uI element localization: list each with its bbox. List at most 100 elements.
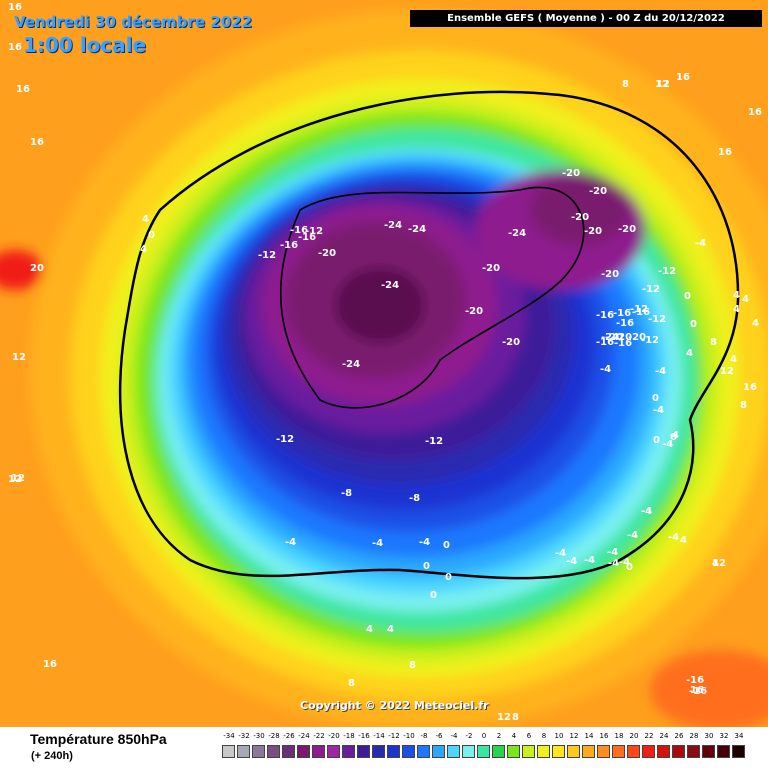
isotherm-label: 0 [690,319,697,330]
legend-swatch [387,745,400,758]
legend-swatch [567,745,580,758]
isotherm-label: -16 [613,308,631,319]
legend-swatch [702,745,715,758]
legend-swatch [537,745,550,758]
legend-labels: -34 -32 -30 -28 -26 -24 -22 -20 -18 -16 -14 -12 -10-… [222,732,752,742]
isotherm-label: 16 [16,84,30,95]
isotherm-label: -12 [648,314,666,325]
isotherm-label: -8 [341,488,352,499]
isotherm-label: 4 [712,558,719,569]
isotherm-label: -24 [508,228,526,239]
isotherm-label: 0 [443,540,450,551]
legend-label: 8 [541,732,547,740]
legend-swatch [462,745,475,758]
isotherm-label: 16 [8,2,22,13]
legend-swatch [732,745,745,758]
isotherm-label: 0 [430,590,437,601]
legend-label: 10 [554,732,564,740]
legend-label: 30 [704,732,714,740]
isotherm-label: -4 [653,405,664,416]
isotherm-label: 4 [733,290,740,301]
isotherm-label: -4 [627,530,638,541]
isotherm-label: -4 [566,556,577,567]
isotherm-label: -20 [562,168,580,179]
legend-label: -18 [343,732,355,740]
isotherm-label: -20 [571,212,589,223]
legend-label: 14 [584,732,594,740]
isotherm-label: -24 [384,220,402,231]
isotherm-label: -12 [630,304,648,315]
isotherm-label: -20 [502,337,520,348]
isotherm-label: -24 [381,280,399,291]
legend-swatch [657,745,670,758]
isotherm-label: -4 [695,238,706,249]
isotherm-label: 4 [752,318,759,329]
legend-label: -28 [268,732,280,740]
isotherm-label: 4 [733,304,740,315]
isotherm-label: -20 [614,332,632,343]
legend-label: -10 [403,732,415,740]
isotherm-label: 0 [670,432,677,443]
isotherm-label: -4 [419,537,430,548]
isotherm-label: 12 [656,79,670,90]
isotherm-label: 12 [720,366,734,377]
isotherm-label: -16 [298,232,316,243]
isotherm-label: 0 [653,435,660,446]
isotherm-label: -12 [305,226,323,237]
isotherm-label: -4 [372,538,383,549]
isotherm-label: -4 [584,555,595,566]
legend-label: 24 [659,732,669,740]
lead-time: (+ 240h) [31,750,73,762]
legend-swatch [312,745,325,758]
legend-label: 28 [689,732,699,740]
legend-swatch [492,745,505,758]
isotherm-label: -4 [285,537,296,548]
legend-label: 2 [496,732,502,740]
legend-swatch [627,745,640,758]
temperature-field [0,10,768,727]
isotherm-label: 16 [676,72,690,83]
legend-swatch [552,745,565,758]
isotherm-label: 8 [512,712,519,723]
isotherm-label: -4 [608,558,619,569]
temperature-map: 16 16 16 16 12 20 12 16 16 16 8 12 16 4 0 4 -12 -16 -16 -12… [0,0,768,727]
isotherm-label: 16 [43,659,57,670]
legend-swatch [597,745,610,758]
legend-swatch [672,745,685,758]
isotherm-label: -4 [662,439,673,450]
isotherm-label: 12 [8,474,22,485]
legend-label: -34 [223,732,235,740]
legend-label: 4 [511,732,517,740]
isotherm-label: -20 [605,332,623,343]
isotherm-label: 0 [626,562,633,573]
legend-label: -8 [420,732,428,740]
isotherm-label: 0 [684,291,691,302]
legend-swatch [252,745,265,758]
legend-swatch [687,745,700,758]
isotherm-label: -12 [276,434,294,445]
isotherm-label: -20 [618,224,636,235]
isotherm-label: 8 [348,678,355,689]
legend-swatch [717,745,730,758]
isotherm-label: -20 [318,248,336,259]
legend-swatch [642,745,655,758]
isotherm-label: -16 [686,675,704,686]
legend-label: -12 [388,732,400,740]
isotherm-label: 8 [740,400,747,411]
isotherm-label: 12 [655,79,669,90]
isotherm-label: 12 [12,352,26,363]
legend-swatch [402,745,415,758]
isotherm-label: -16 [689,686,707,697]
isotherm-label: 8 [409,660,416,671]
legend-label: 22 [644,732,654,740]
minus-twenty-contour [279,186,585,409]
isotherm-label: 4 [387,624,394,635]
isotherm-label: -20 [628,332,646,343]
legend-swatch [522,745,535,758]
legend-label: 16 [599,732,609,740]
legend-swatch [297,745,310,758]
legend-label: 34 [734,732,744,740]
isotherm-label: 20 [30,263,44,274]
legend-swatch [267,745,280,758]
